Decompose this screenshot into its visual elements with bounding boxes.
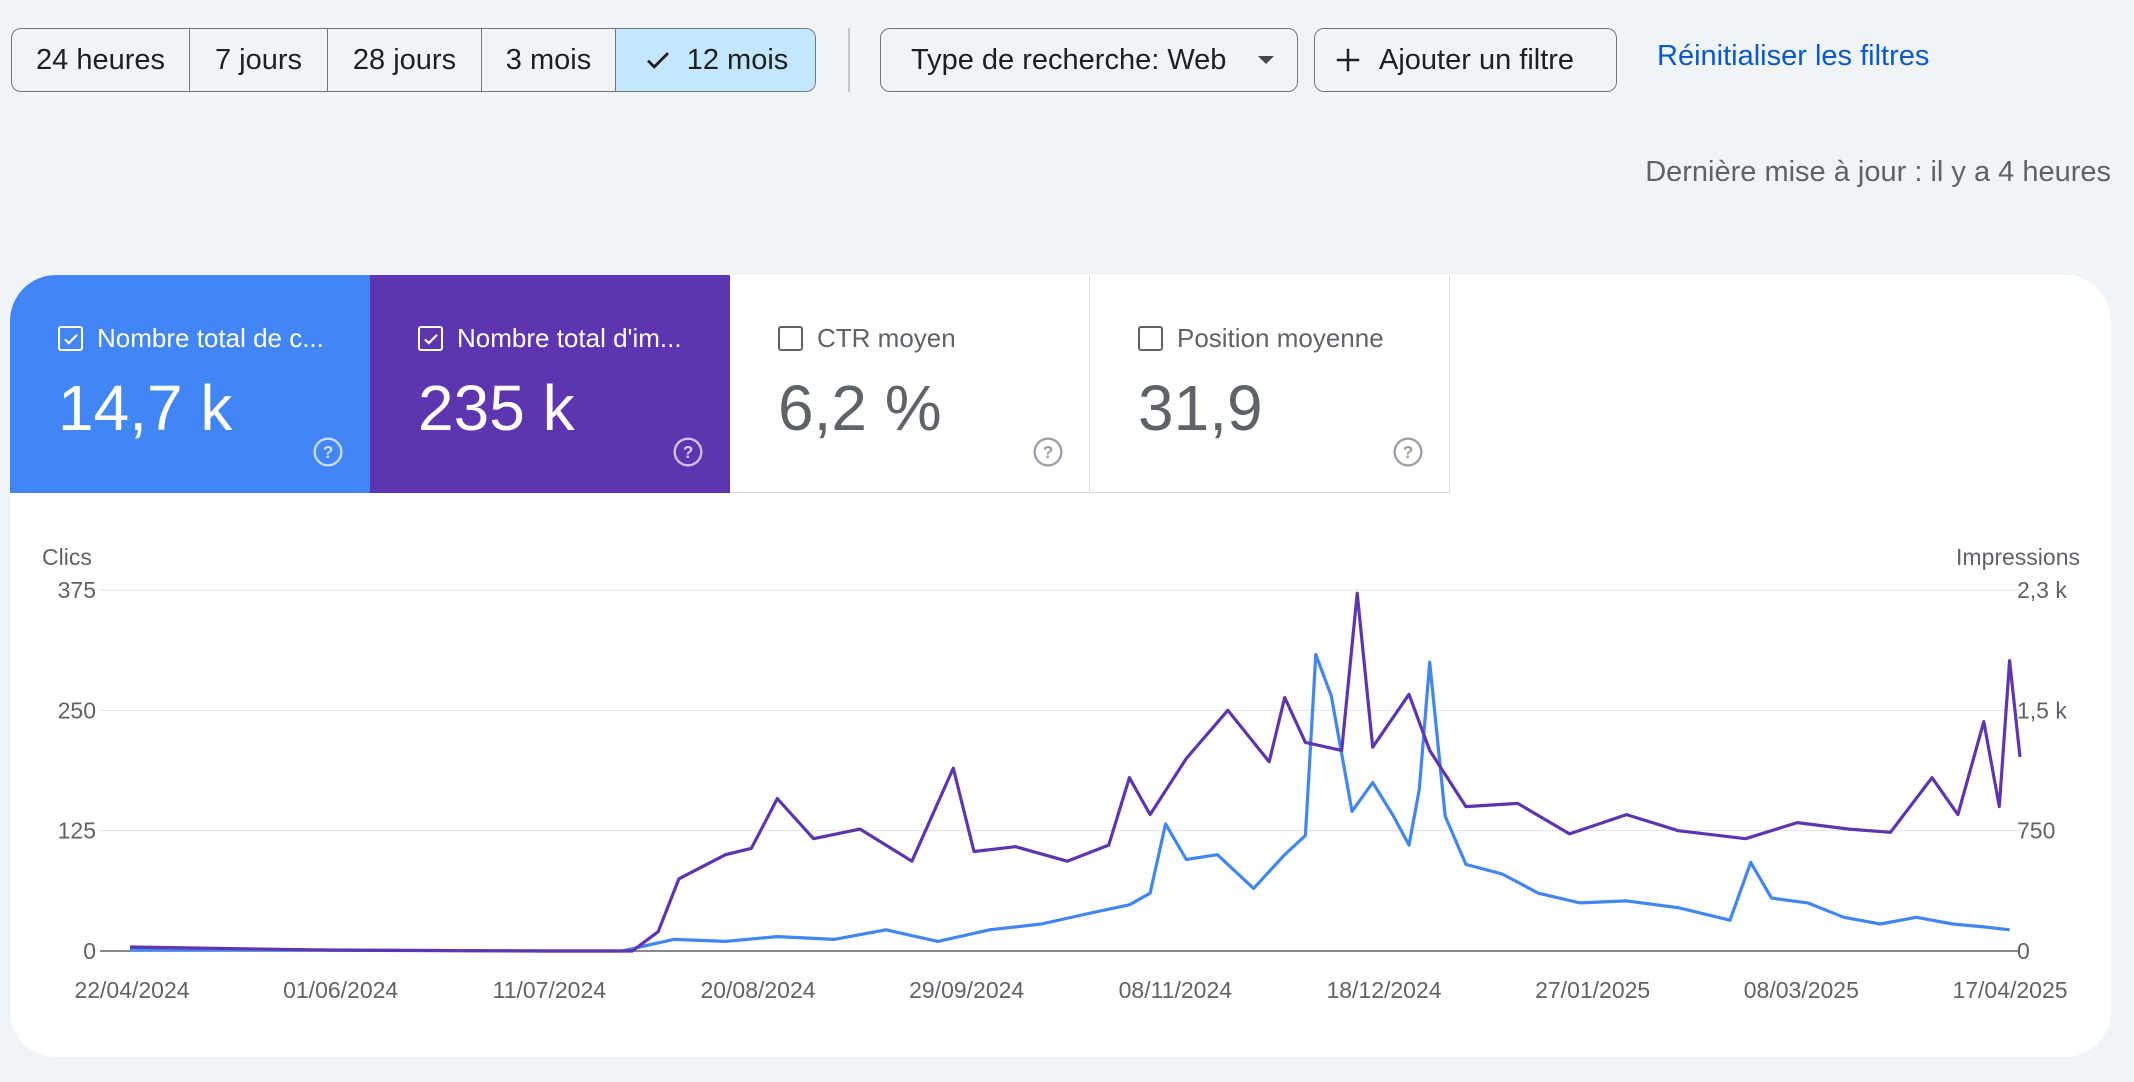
performance-card: Nombre total de c... 14,7 k ? Nombre tot… [10, 275, 2111, 1057]
x-axis-tick: 11/07/2024 [493, 977, 607, 1003]
metric-value: 235 k [418, 372, 575, 444]
x-axis-tick: 27/01/2025 [1535, 977, 1650, 1003]
metric-total-impressions[interactable]: Nombre total d'im... 235 k ? [370, 275, 730, 493]
range-24h-button[interactable]: 24 heures [12, 29, 190, 91]
right-axis-tick: 2,3 k [2017, 577, 2067, 603]
range-label: 24 heures [36, 43, 165, 76]
series-line-clics [130, 652, 2010, 953]
last-updated-text: Dernière mise à jour : il y a 4 heures [1645, 156, 2111, 188]
metric-label: Position moyenne [1138, 323, 1384, 354]
check-icon [646, 52, 669, 69]
metric-label-text: Nombre total d'im... [457, 323, 682, 353]
svg-text:?: ? [1043, 442, 1054, 462]
help-icon[interactable]: ? [672, 436, 704, 468]
series-line-impressions [129, 591, 2022, 953]
x-axis-tick: 17/04/2025 [1952, 977, 2067, 1003]
left-axis-tick: 250 [58, 697, 96, 723]
range-label: 3 mois [505, 43, 592, 76]
x-axis-tick: 20/08/2024 [700, 977, 815, 1003]
right-axis-tick: 1,5 k [2017, 697, 2067, 723]
metric-label: Nombre total de c... [58, 323, 324, 354]
checkbox-unchecked-icon[interactable] [1138, 326, 1163, 351]
search-type-dropdown[interactable]: Type de recherche: Web [880, 28, 1298, 92]
metric-value: 31,9 [1138, 372, 1263, 444]
search-type-label: Type de recherche: Web [911, 43, 1227, 76]
checkbox-checked-icon[interactable] [58, 326, 83, 351]
toolbar-divider [848, 28, 850, 92]
metric-total-clicks[interactable]: Nombre total de c... 14,7 k ? [10, 275, 370, 493]
date-range-toolbar: 24 heures 7 jours 28 jours 3 mois 12 moi… [11, 28, 816, 92]
dropdown-arrow-icon [1258, 56, 1274, 64]
x-axis-tick: 08/11/2024 [1119, 977, 1233, 1003]
x-axis-tick: 08/03/2025 [1744, 977, 1859, 1003]
right-axis-tick: 750 [2017, 818, 2055, 844]
help-icon[interactable]: ? [1392, 436, 1424, 468]
left-axis-tick: 375 [58, 577, 96, 603]
date-range-selector: 24 heures 7 jours 28 jours 3 mois 12 moi… [11, 28, 816, 92]
svg-text:?: ? [683, 442, 694, 462]
x-axis-tick: 01/06/2024 [283, 977, 398, 1003]
reset-filters-link[interactable]: Réinitialiser les filtres [1657, 40, 1930, 72]
x-axis-tick: 18/12/2024 [1326, 977, 1441, 1003]
checkbox-unchecked-icon[interactable] [778, 326, 803, 351]
range-label: 12 mois [686, 43, 789, 76]
range-7d-button[interactable]: 7 jours [190, 29, 328, 91]
help-icon[interactable]: ? [312, 436, 344, 468]
svg-text:?: ? [323, 442, 334, 462]
checkbox-checked-icon[interactable] [418, 326, 443, 351]
add-filter-button[interactable]: Ajouter un filtre [1314, 28, 1617, 92]
right-axis-tick: 0 [2017, 938, 2030, 964]
metric-average-ctr[interactable]: CTR moyen 6,2 % ? [730, 275, 1090, 493]
performance-chart: Clics Impressions 375 2,3 k 250 1,5 k 125 750… [42, 544, 2080, 1003]
svg-text:?: ? [1403, 442, 1414, 462]
range-12m-button[interactable]: 12 mois [616, 29, 815, 91]
right-axis-label: Impressions [1956, 544, 2080, 570]
range-3m-button[interactable]: 3 mois [482, 29, 616, 91]
help-icon[interactable]: ? [1032, 436, 1064, 468]
metric-label-text: CTR moyen [817, 323, 956, 353]
metric-value: 14,7 k [58, 372, 233, 444]
add-filter-label: Ajouter un filtre [1379, 43, 1575, 76]
metric-label: Nombre total d'im... [418, 323, 682, 354]
left-axis-tick: 125 [58, 818, 96, 844]
x-axis-tick: 22/04/2024 [74, 977, 189, 1003]
range-label: 28 jours [352, 43, 457, 76]
metric-label-text: Position moyenne [1177, 323, 1384, 353]
chart-gridlines [100, 589, 2020, 952]
plus-icon [1336, 48, 1360, 72]
left-axis-label: Clics [42, 544, 92, 570]
x-axis-tick: 29/09/2024 [909, 977, 1024, 1003]
range-label: 7 jours [214, 43, 303, 76]
left-axis-tick: 0 [83, 938, 96, 964]
metric-label: CTR moyen [778, 323, 956, 354]
range-28d-button[interactable]: 28 jours [328, 29, 482, 91]
metric-average-position[interactable]: Position moyenne 31,9 ? [1090, 275, 1450, 493]
metric-label-text: Nombre total de c... [97, 323, 324, 353]
metric-value: 6,2 % [778, 372, 942, 444]
